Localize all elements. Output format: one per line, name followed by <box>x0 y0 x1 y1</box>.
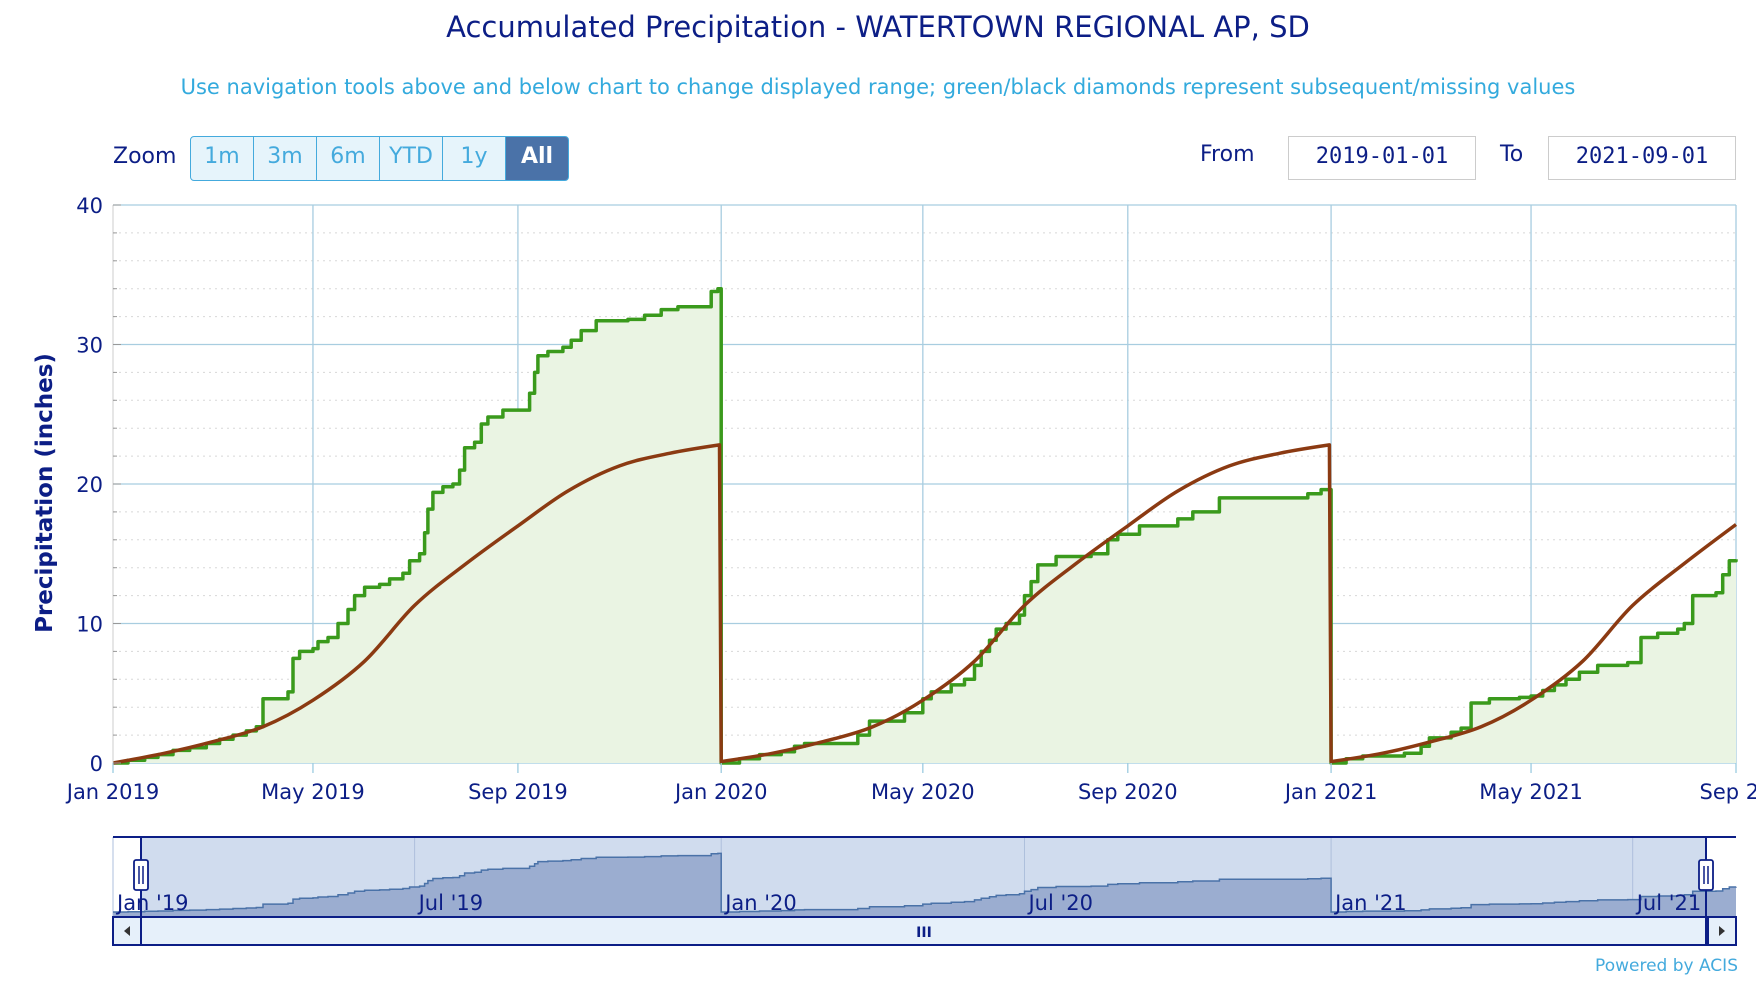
normal-line <box>112 443 1738 765</box>
x-tick-label: May 2019 <box>261 780 365 804</box>
x-tick-label: May 2020 <box>871 780 975 804</box>
to-date-input[interactable]: 2021-09-01 <box>1548 136 1736 180</box>
y-tick-label: 10 <box>76 613 103 637</box>
scroll-right-arrow-icon <box>1719 926 1725 936</box>
y-axis-title: Precipitation (inches) <box>32 353 58 633</box>
zoom-6m-button[interactable]: 6m <box>316 136 380 181</box>
from-label: From <box>1200 142 1255 167</box>
y-tick-label: 0 <box>90 752 103 776</box>
scrollbar-thumb[interactable] <box>140 916 1707 946</box>
y-tick-label: 30 <box>76 334 103 358</box>
navigator-line <box>113 852 1737 913</box>
scroll-left-arrow-icon <box>124 926 130 936</box>
navigator-label: Jan '20 <box>723 891 797 915</box>
zoom-label: Zoom <box>113 144 177 169</box>
zoom-all-button[interactable]: All <box>505 136 569 181</box>
x-tick-label: Jan 2020 <box>673 780 768 804</box>
x-tick-label: Sep 20 <box>1700 780 1756 804</box>
zoom-ytd-button[interactable]: YTD <box>379 136 443 181</box>
x-tick-label: Sep 2020 <box>1078 780 1178 804</box>
zoom-button-group: 1m 3m 6m YTD 1y All <box>190 136 569 181</box>
navigator-right-handle[interactable] <box>1698 859 1714 891</box>
x-tick-label: Jan 2019 <box>65 780 160 804</box>
chart-title: Accumulated Precipitation - WATERTOWN RE… <box>446 10 1310 44</box>
y-tick-label: 20 <box>76 473 103 497</box>
navigator-label: Jul '20 <box>1026 891 1093 915</box>
zoom-3m-button[interactable]: 3m <box>253 136 317 181</box>
axis-layer: 0 10 20 30 40 Jan 2019 May 2019 Sep 2019 Jan 202… <box>65 194 1756 804</box>
scroll-left-button[interactable] <box>112 916 142 946</box>
navigator-label: Jul '21 <box>1635 891 1702 915</box>
series-layer <box>112 286 1738 765</box>
navigator[interactable]: Jan '19 Jul '19 Jan '20 Jul '20 Jan '21 Jul '… <box>112 836 1737 946</box>
scrollbar-grip: III <box>916 925 932 941</box>
scroll-right-button[interactable] <box>1707 916 1737 946</box>
zoom-1y-button[interactable]: 1y <box>442 136 506 181</box>
x-tick-label: May 2021 <box>1479 780 1583 804</box>
y-tick-label: 40 <box>76 194 103 218</box>
to-label: To <box>1500 142 1524 167</box>
navigator-label: Jan '21 <box>1333 891 1407 915</box>
navigator-label: Jan '19 <box>115 891 189 915</box>
from-date-input[interactable]: 2019-01-01 <box>1288 136 1476 180</box>
navigator-label: Jul '19 <box>417 891 484 915</box>
chart-subtitle: Use navigation tools above and below cha… <box>180 75 1576 99</box>
navigator-left-handle[interactable] <box>133 859 149 891</box>
x-tick-label: Sep 2019 <box>468 780 568 804</box>
x-tick-label: Jan 2021 <box>1283 780 1378 804</box>
powered-by-link[interactable]: Powered by ACIS <box>1595 956 1738 976</box>
